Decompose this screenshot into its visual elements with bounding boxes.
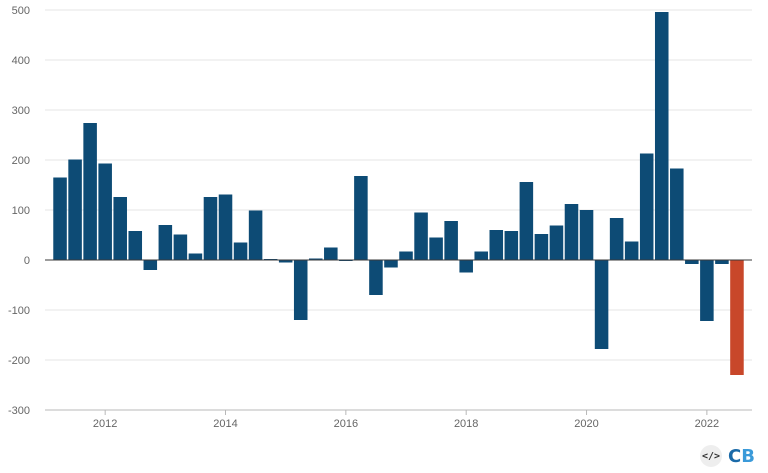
brand-logo-area: </> CB <box>700 443 762 469</box>
bar <box>278 260 293 263</box>
bar <box>143 260 158 270</box>
bar <box>203 197 218 260</box>
bar <box>173 234 188 260</box>
bar <box>504 231 519 260</box>
bar <box>218 194 233 260</box>
x-tick-label: 2016 <box>334 418 358 430</box>
bar <box>293 260 308 320</box>
bar <box>715 260 729 264</box>
bar <box>564 204 579 260</box>
bar <box>83 123 97 260</box>
bar <box>354 176 368 260</box>
bar <box>579 210 594 260</box>
bar <box>233 242 248 260</box>
axes <box>45 259 752 415</box>
bar <box>308 258 323 260</box>
x-tick-label: 2012 <box>93 418 117 430</box>
bar <box>98 163 112 260</box>
bar <box>700 260 714 321</box>
x-tick-label: 2022 <box>695 418 719 430</box>
bar <box>534 234 549 260</box>
x-tick-label: 2018 <box>454 418 478 430</box>
bar <box>474 251 489 260</box>
bar <box>489 230 504 260</box>
bar <box>128 231 143 260</box>
y-tick-label: 500 <box>12 5 30 17</box>
bar <box>670 168 684 260</box>
x-tick-label: 2020 <box>574 418 598 430</box>
y-tick-label: 0 <box>24 255 30 267</box>
bar <box>414 212 428 260</box>
y-tick-label: -300 <box>8 405 30 417</box>
bar <box>188 253 203 260</box>
code-embed-icon[interactable]: </> <box>700 445 722 467</box>
bar <box>369 260 383 295</box>
bar <box>113 197 127 260</box>
bar <box>399 251 413 260</box>
bar <box>68 159 82 260</box>
y-tick-label: -100 <box>8 305 30 317</box>
bar <box>685 260 699 264</box>
bar <box>444 221 458 260</box>
tick-labels: -300 -200 -100 0 100 200 300 400 500 2012 2014 2016… <box>8 5 719 430</box>
bar <box>429 237 443 260</box>
bar <box>459 260 473 273</box>
bar <box>654 12 669 260</box>
bar <box>158 225 173 260</box>
grid-lines <box>45 9 752 411</box>
bar <box>384 260 398 268</box>
y-tick-label: 200 <box>12 155 30 167</box>
bar <box>248 210 263 260</box>
bar <box>594 260 609 349</box>
x-tick-label: 2014 <box>213 418 237 430</box>
bar <box>730 260 744 375</box>
bar <box>519 182 534 260</box>
brand-logo-c: C <box>728 445 742 467</box>
bar <box>53 177 67 260</box>
bar <box>549 225 564 260</box>
y-tick-label: -200 <box>8 355 30 367</box>
y-tick-label: 100 <box>12 205 30 217</box>
brand-logo: CB <box>728 446 755 467</box>
bars <box>53 12 744 375</box>
bar <box>624 241 639 260</box>
brand-logo-b: B <box>741 445 755 467</box>
y-tick-label: 400 <box>12 55 30 67</box>
bar <box>609 218 624 260</box>
bar <box>324 247 338 260</box>
y-tick-label: 300 <box>12 105 30 117</box>
bar <box>639 153 654 260</box>
